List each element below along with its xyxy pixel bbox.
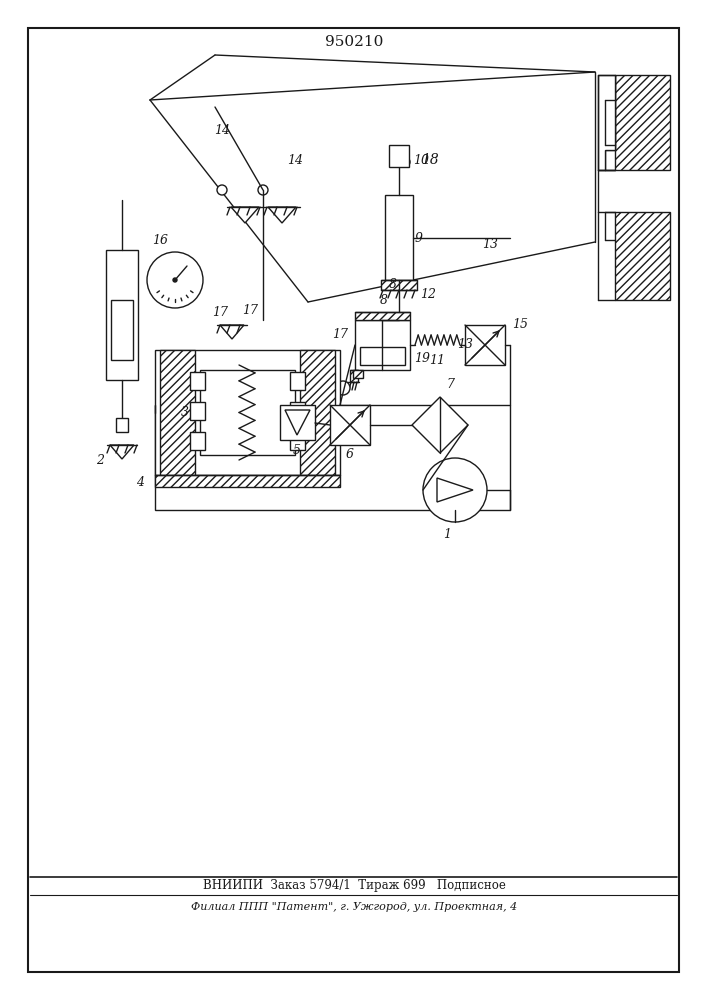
Bar (111, 300, 133, 360)
Text: 3: 3 (181, 406, 189, 420)
Bar (290, 432, 305, 450)
Bar (155, 475, 340, 487)
Text: 14: 14 (287, 153, 303, 166)
Text: 1: 1 (443, 528, 451, 540)
Circle shape (147, 252, 203, 308)
Polygon shape (437, 478, 473, 502)
Text: 17: 17 (332, 328, 348, 342)
Bar (353, 370, 363, 378)
Text: 12: 12 (420, 288, 436, 302)
Text: 5: 5 (293, 444, 301, 456)
Bar (350, 370, 358, 382)
Bar (290, 402, 305, 420)
Bar (355, 320, 410, 370)
Bar (385, 195, 413, 280)
Bar (290, 372, 305, 390)
Circle shape (217, 185, 227, 195)
Polygon shape (231, 207, 259, 223)
Bar (106, 250, 138, 380)
Polygon shape (285, 410, 310, 435)
Bar (155, 405, 510, 510)
Text: 15: 15 (512, 318, 528, 332)
Text: ВНИИПИ  Заказ 5794/1  Тираж 699   Подписное: ВНИИПИ Заказ 5794/1 Тираж 699 Подписное (203, 880, 506, 892)
Bar (360, 347, 405, 365)
Text: 19: 19 (414, 352, 430, 364)
Bar (160, 350, 195, 475)
Bar (116, 418, 128, 432)
Bar (155, 350, 340, 475)
Text: 950210: 950210 (325, 35, 383, 49)
Text: 14: 14 (214, 123, 230, 136)
Text: 4: 4 (136, 477, 144, 489)
Polygon shape (412, 397, 468, 453)
Text: 8: 8 (380, 294, 388, 306)
Text: 11: 11 (429, 354, 445, 366)
Bar (190, 432, 205, 450)
Circle shape (258, 185, 268, 195)
Text: 16: 16 (152, 233, 168, 246)
Text: 6: 6 (346, 448, 354, 462)
Circle shape (258, 355, 268, 365)
Text: 17: 17 (212, 306, 228, 320)
Circle shape (173, 278, 177, 282)
Bar (355, 312, 410, 320)
Circle shape (336, 381, 350, 395)
Polygon shape (268, 207, 296, 223)
Bar (615, 212, 670, 300)
Bar (381, 280, 417, 290)
Text: 13: 13 (482, 238, 498, 251)
Bar (280, 405, 315, 440)
Text: Филиал ППП "Патент", г. Ужгород, ул. Проектная, 4: Филиал ППП "Патент", г. Ужгород, ул. Про… (191, 902, 517, 912)
Bar (190, 372, 205, 390)
Bar (615, 75, 670, 170)
Bar (200, 370, 295, 455)
Text: 8: 8 (389, 278, 397, 292)
Circle shape (423, 458, 487, 522)
Text: 9: 9 (415, 232, 423, 244)
Bar (465, 325, 505, 365)
Polygon shape (110, 445, 134, 459)
Bar (389, 145, 409, 167)
Text: 17: 17 (242, 304, 258, 316)
Text: 10: 10 (413, 153, 429, 166)
Text: 2: 2 (96, 454, 104, 466)
Bar (190, 402, 205, 420)
Text: 18: 18 (421, 153, 439, 167)
Bar (330, 405, 370, 445)
Bar (300, 350, 335, 475)
Circle shape (400, 157, 410, 167)
Text: 7: 7 (446, 378, 454, 391)
Polygon shape (220, 325, 244, 339)
Polygon shape (598, 75, 615, 170)
Text: 13: 13 (457, 338, 473, 352)
